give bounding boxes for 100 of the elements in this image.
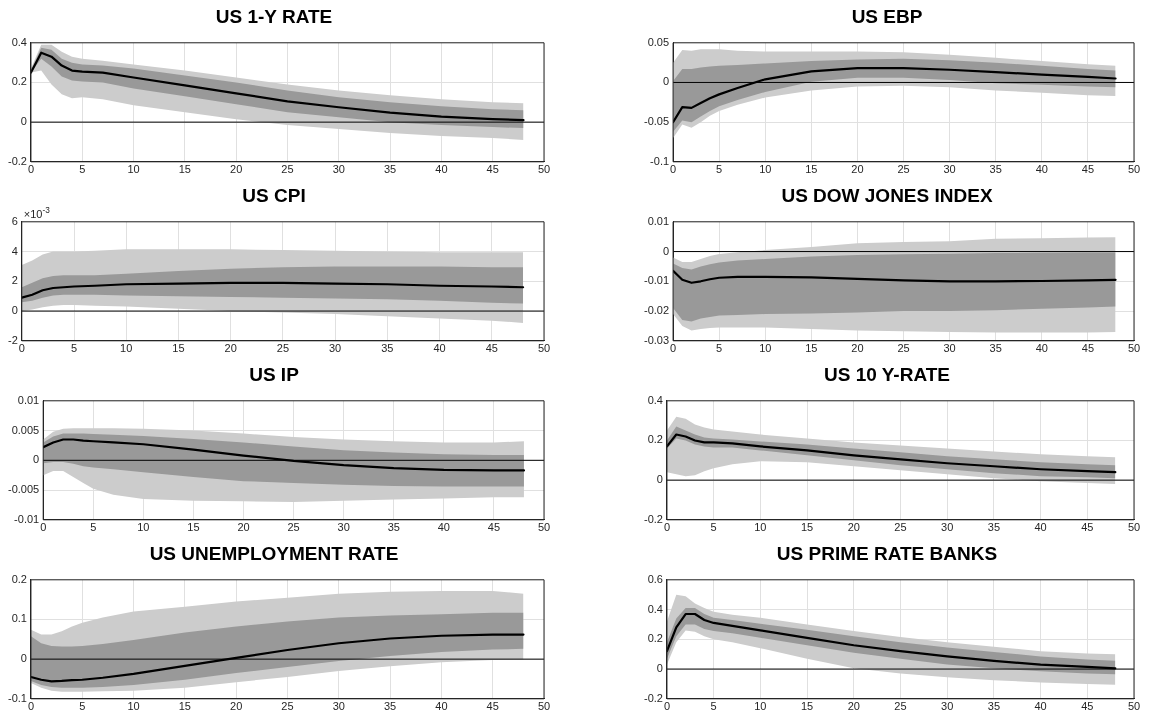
y-tick-label: 0 — [662, 244, 670, 257]
x-tick-label: 40 — [1034, 700, 1047, 713]
y-tick-label: 0.005 — [11, 423, 40, 436]
y-tick-label: 0 — [11, 304, 18, 317]
x-tick-label: 30 — [941, 700, 954, 713]
chart-title: US IP — [249, 363, 300, 385]
y-tick-label: -0.2 — [643, 691, 663, 704]
y-tick-label: 0 — [656, 473, 663, 486]
y-tick-label: 0.2 — [647, 433, 663, 446]
y-tick-label: 0.2 — [11, 572, 27, 585]
x-tick-label: 40 — [1035, 163, 1048, 176]
x-tick-label: 35 — [989, 163, 1002, 176]
y-tick-label: 0 — [33, 453, 40, 466]
y-tick-label: -0.005 — [7, 483, 40, 496]
x-tick-label: 5 — [79, 163, 86, 176]
x-tick-label: 5 — [716, 163, 723, 176]
chart-title: US 1-Y RATE — [215, 5, 333, 27]
y-tick-label: -0.2 — [7, 154, 27, 167]
x-tick-label: 40 — [1035, 342, 1048, 355]
x-tick-label: 35 — [383, 700, 397, 713]
x-tick-label: 20 — [847, 700, 860, 713]
x-tick-label: 20 — [851, 163, 864, 176]
chart-title: US EBP — [851, 5, 923, 27]
x-tick-label: 50 — [1127, 700, 1141, 713]
y-tick-label: 4 — [11, 244, 18, 257]
x-tick-label: 45 — [1081, 521, 1094, 534]
x-tick-label: 45 — [485, 342, 498, 355]
x-tick-label: 5 — [79, 700, 86, 713]
x-tick-label: 10 — [759, 342, 772, 355]
x-tick-label: 10 — [127, 700, 140, 713]
y-tick-label: -0.01 — [14, 512, 40, 525]
chart-title: US DOW JONES INDEX — [781, 184, 993, 206]
x-tick-label: 35 — [381, 342, 394, 355]
x-tick-label: 15 — [800, 700, 814, 713]
y-tick-label: 2 — [11, 274, 18, 287]
x-tick-label: 30 — [332, 163, 345, 176]
x-tick-label: 5 — [70, 342, 78, 355]
x-tick-label: 45 — [486, 163, 499, 176]
chart-title: US PRIME RATE BANKS — [776, 542, 998, 564]
y-tick-label: -0.01 — [643, 274, 670, 287]
x-tick-label: 50 — [1127, 342, 1141, 355]
x-tick-label: 35 — [989, 342, 1002, 355]
x-tick-label: 35 — [383, 163, 397, 176]
x-tick-label: 20 — [230, 163, 243, 176]
x-tick-label: 20 — [847, 521, 860, 534]
y-tick-label: 0.05 — [647, 35, 670, 48]
y-tick-label: -0.05 — [643, 115, 670, 128]
x-tick-label: 15 — [805, 163, 818, 176]
x-tick-label: 20 — [230, 700, 243, 713]
y-tick-label: 0 — [20, 115, 27, 128]
x-tick-label: 30 — [943, 163, 956, 176]
x-tick-label: 40 — [433, 342, 446, 355]
y-tick-label: 0.4 — [11, 35, 27, 48]
x-tick-label: 50 — [1127, 521, 1141, 534]
x-tick-label: 25 — [276, 342, 290, 355]
x-tick-label: 50 — [537, 342, 551, 355]
x-tick-label: 50 — [537, 700, 551, 713]
x-tick-label: 10 — [754, 700, 767, 713]
x-tick-label: 45 — [486, 700, 499, 713]
x-tick-label: 25 — [287, 521, 300, 534]
x-tick-label: 40 — [437, 521, 450, 534]
y-tick-label: 0.01 — [647, 214, 670, 227]
y-tick-label: 0.2 — [11, 75, 27, 88]
chart-title: US UNEMPLOYMENT RATE — [149, 542, 399, 564]
x-tick-label: 25 — [894, 700, 907, 713]
x-tick-label: 5 — [716, 342, 723, 355]
x-tick-label: 10 — [127, 163, 140, 176]
x-tick-label: 10 — [759, 163, 772, 176]
x-tick-label: 30 — [337, 521, 350, 534]
x-tick-label: 15 — [178, 700, 191, 713]
x-tick-label: 30 — [943, 342, 956, 355]
x-tick-label: 25 — [897, 342, 910, 355]
y-tick-label: 0 — [20, 652, 27, 665]
y-tick-label: -0.03 — [643, 333, 670, 346]
x-tick-label: 5 — [710, 700, 717, 713]
x-tick-label: 25 — [281, 163, 294, 176]
x-tick-label: 50 — [1127, 163, 1141, 176]
x-tick-label: 15 — [800, 521, 814, 534]
y-tick-label: 6 — [11, 214, 18, 227]
x-tick-label: 35 — [987, 521, 1001, 534]
x-tick-label: 15 — [805, 342, 818, 355]
x-tick-label: 20 — [237, 521, 250, 534]
y-tick-label: 0.1 — [11, 612, 27, 625]
x-tick-label: 15 — [178, 163, 191, 176]
y-tick-label: -2 — [8, 333, 18, 346]
y-tick-label: -0.2 — [643, 512, 663, 525]
x-tick-label: 45 — [1081, 342, 1095, 355]
x-tick-label: 35 — [987, 700, 1001, 713]
x-tick-label: 50 — [537, 521, 551, 534]
y-tick-label: 0.01 — [17, 393, 40, 406]
x-tick-label: 30 — [332, 700, 345, 713]
x-tick-label: 10 — [137, 521, 150, 534]
x-tick-label: 50 — [537, 163, 551, 176]
x-tick-label: 10 — [120, 342, 133, 355]
y-tick-label: 0 — [656, 662, 663, 675]
y-tick-label: -0.1 — [650, 154, 670, 167]
y-tick-label: -0.02 — [643, 304, 670, 317]
x-tick-label: 40 — [1034, 521, 1047, 534]
x-tick-label: 25 — [281, 700, 294, 713]
x-tick-label: 30 — [941, 521, 954, 534]
